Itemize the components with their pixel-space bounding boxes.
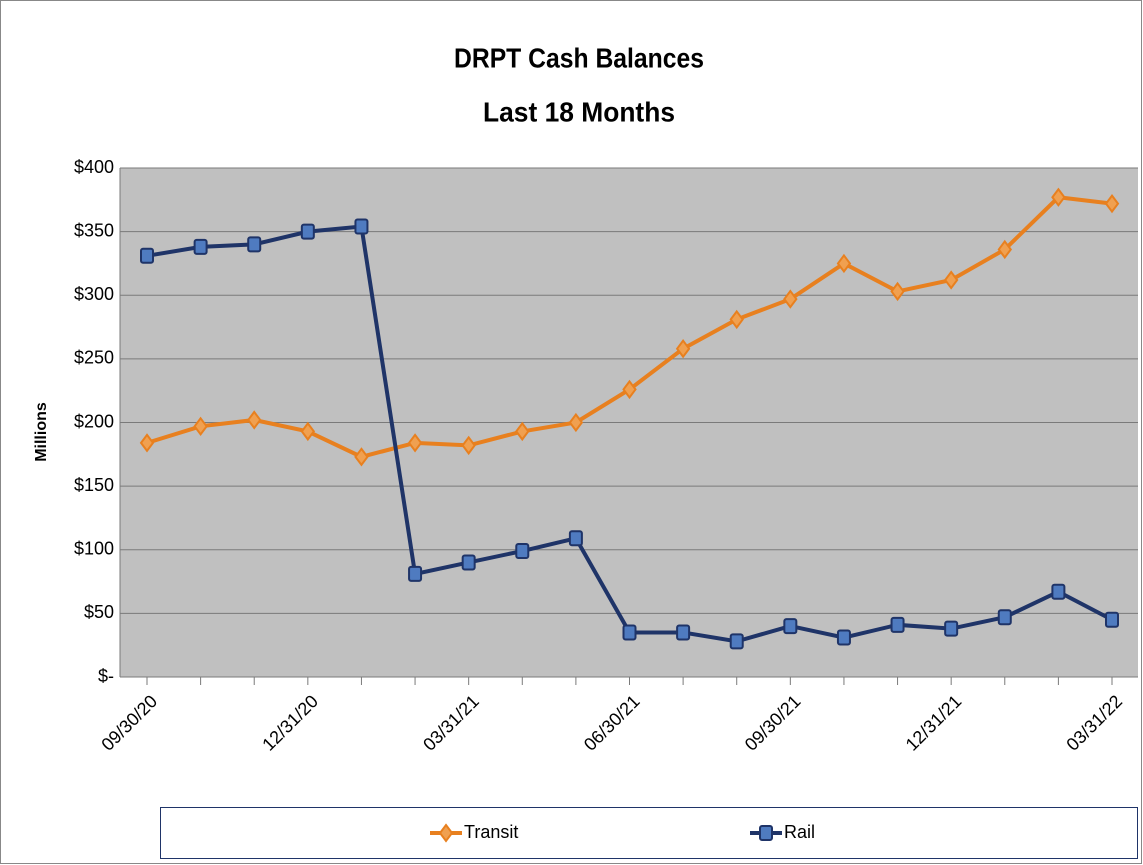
legend-label: Rail: [784, 822, 815, 842]
data-point: [890, 281, 905, 302]
data-point: [246, 410, 262, 430]
data-point: [622, 379, 637, 400]
data-point: [568, 412, 584, 433]
data-point: [300, 223, 315, 240]
y-tick-label: $-: [98, 666, 114, 686]
data-point: [1104, 193, 1120, 214]
data-point: [890, 616, 905, 633]
y-tick-label: $200: [74, 411, 114, 431]
chart-subtitle: Last 18 Months: [483, 96, 675, 127]
data-point: [515, 543, 530, 560]
y-tick-label: $150: [74, 475, 114, 495]
data-point: [836, 629, 851, 646]
data-point: [568, 530, 583, 547]
data-point: [676, 624, 691, 641]
y-tick-label: $350: [74, 220, 114, 240]
data-point: [354, 218, 369, 235]
data-point: [1105, 611, 1119, 628]
legend-label: Transit: [464, 822, 518, 842]
legend-box: [160, 807, 1138, 859]
data-point: [943, 270, 959, 290]
y-tick-label: $300: [74, 284, 114, 304]
data-point: [675, 339, 691, 359]
data-point: [300, 421, 316, 442]
y-tick-label: $100: [74, 539, 114, 559]
data-point: [836, 253, 852, 274]
chart-title: DRPT Cash Balances: [454, 42, 704, 73]
data-point: [461, 435, 476, 456]
y-tick-label: $400: [74, 157, 114, 177]
y-tick-label: $50: [84, 602, 114, 622]
data-point: [783, 618, 798, 635]
data-point: [408, 565, 423, 582]
legend-marker: [759, 825, 773, 841]
data-point: [1051, 583, 1066, 600]
data-point: [1051, 187, 1066, 207]
data-point: [729, 309, 744, 330]
data-point: [461, 554, 476, 571]
data-point: [515, 421, 530, 442]
y-axis-label: Millions: [33, 402, 50, 462]
data-point: [354, 447, 369, 467]
data-point: [139, 433, 155, 453]
y-tick-label: $250: [74, 348, 114, 368]
data-point: [622, 624, 637, 641]
legend-marker: [438, 823, 454, 843]
data-point: [193, 416, 208, 436]
data-point: [997, 239, 1013, 260]
data-point: [140, 247, 154, 264]
data-point: [729, 633, 744, 650]
data-point: [193, 238, 208, 255]
data-point: [407, 433, 423, 453]
data-point: [944, 620, 959, 637]
data-point: [783, 289, 798, 309]
data-point: [997, 609, 1012, 626]
data-point: [247, 236, 262, 253]
